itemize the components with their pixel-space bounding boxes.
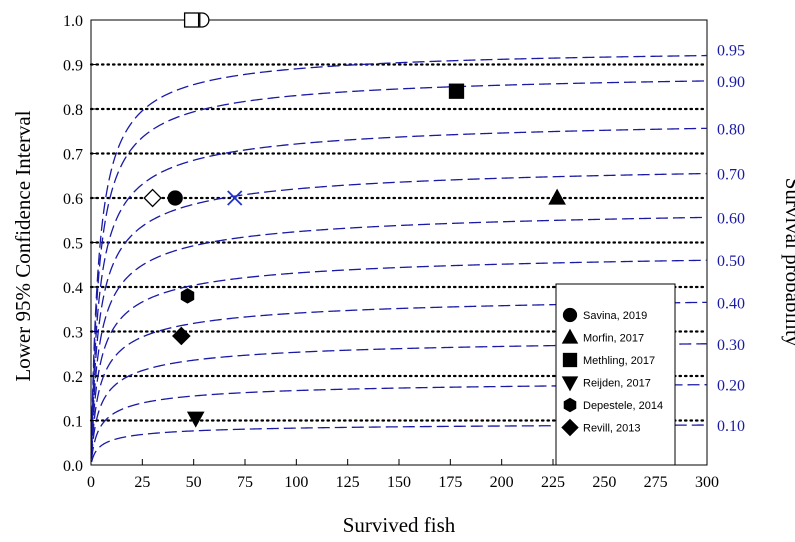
legend: Savina, 2019 Morfin, 2017 Methling, 2017 Re… (555, 283, 676, 466)
x-tick-label: 300 (695, 474, 719, 491)
legend-label: Methling, 2017 (583, 355, 655, 367)
data-point (183, 12, 200, 28)
data-point (199, 12, 210, 28)
probability-curve (90, 259, 707, 450)
probability-curve (90, 80, 707, 437)
data-point (167, 190, 183, 206)
x-tick-label: 50 (186, 474, 202, 491)
right-tick-label: 0.80 (717, 121, 745, 138)
legend-label: Savina, 2019 (583, 310, 647, 322)
x-tick-label: 0 (87, 474, 95, 491)
legend-label: Reijden, 2017 (583, 378, 651, 390)
y-tick-label: 0.7 (63, 147, 83, 164)
probability-curve (90, 54, 707, 435)
x-tick-label: 225 (541, 474, 565, 491)
data-point (172, 326, 191, 346)
legend-marker (561, 376, 579, 392)
y-tick-label: 0.3 (63, 325, 83, 342)
x-tick-label: 100 (284, 474, 308, 491)
right-tick-label: 0.95 (717, 43, 745, 60)
right-tick-label: 0.20 (717, 378, 745, 395)
x-tick-label: 200 (490, 474, 514, 491)
y-tick-label: 0.5 (63, 236, 83, 253)
y-tick-label: 0.9 (63, 58, 83, 75)
x-axis: 0 25 50 75 100 125 150 175 200 225 250 275 300 (87, 459, 719, 491)
x-axis-title: Survived fish (343, 513, 456, 537)
data-point (180, 288, 195, 304)
probability-curve (90, 127, 707, 440)
x-tick-label: 75 (237, 474, 253, 491)
y-tick-label: 0.0 (63, 458, 83, 475)
right-axis-title: Survival probability (781, 178, 795, 347)
y-axis: 0.0 0.1 0.2 0.3 0.4 0.5 0.6 0.7 0.8 0.9 1.0 (63, 13, 97, 475)
right-tick-label: 0.40 (717, 295, 745, 312)
legend-label: Depestele, 2014 (583, 400, 663, 412)
legend-marker (561, 418, 579, 437)
right-tick-label: 0.90 (717, 74, 745, 91)
right-axis: 0.95 0.90 0.80 0.70 0.60 0.50 0.40 0.30 0.20 0.10 (717, 43, 745, 435)
y-axis-title: Lower 95% Confidence Interval (11, 110, 35, 381)
data-points (143, 12, 566, 428)
y-tick-label: 0.8 (63, 102, 83, 119)
x-tick-label: 150 (387, 474, 411, 491)
right-tick-label: 0.60 (717, 210, 745, 227)
y-tick-label: 0.1 (63, 414, 83, 431)
x-tick-label: 175 (438, 474, 462, 491)
data-point (186, 411, 205, 428)
legend-marker (561, 328, 579, 344)
legend-marker (562, 352, 578, 368)
legend-marker (563, 397, 577, 413)
data-point (548, 188, 566, 205)
legend-label: Morfin, 2017 (583, 333, 644, 345)
legend-label: Revill, 2013 (583, 423, 640, 435)
right-tick-label: 0.70 (717, 167, 745, 184)
y-tick-label: 0.6 (63, 191, 83, 208)
right-tick-label: 0.30 (717, 337, 745, 354)
data-point (143, 188, 162, 208)
y-tick-label: 0.4 (63, 280, 83, 297)
y-tick-label: 0.2 (63, 369, 83, 386)
x-tick-label: 125 (336, 474, 360, 491)
x-tick-label: 275 (644, 474, 668, 491)
right-tick-label: 0.10 (717, 418, 745, 435)
y-tick-label: 1.0 (63, 13, 83, 30)
data-point (227, 190, 243, 206)
right-tick-label: 0.50 (717, 253, 745, 270)
legend-marker (562, 307, 578, 323)
x-tick-label: 25 (134, 474, 150, 491)
x-tick-label: 250 (592, 474, 616, 491)
data-point (448, 83, 465, 99)
probability-curve (90, 172, 707, 443)
